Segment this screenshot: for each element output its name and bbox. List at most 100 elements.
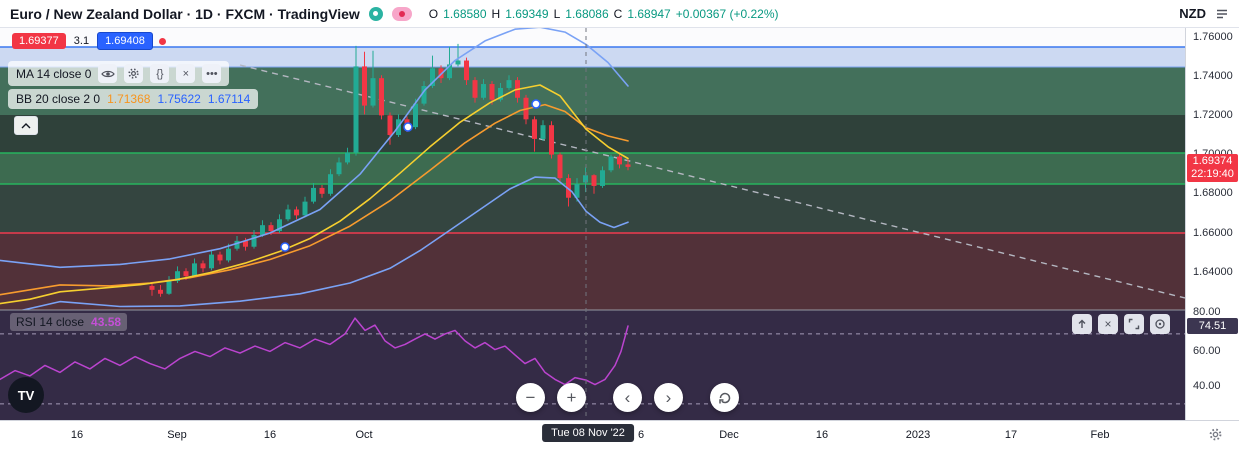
price-axis-label: 40.00 [1193,380,1221,392]
rsi-legend-value: 43.58 [91,315,122,329]
ma-legend-label[interactable]: MA 14 close 0 [16,66,92,81]
candle-body [251,234,257,247]
price-level-badge-blue: 1.69408 [97,32,153,50]
high-value: 1.69349 [505,6,549,21]
move-pane-up-icon[interactable] [1072,314,1092,334]
price-axis-label: 80.00 [1193,306,1221,318]
close-label: C [613,6,623,21]
bollinger-lower-line [19,176,629,310]
bb-indicator-legend[interactable]: BB 20 close 2 0 1.71368 1.75622 1.67114 [8,89,259,109]
status-dot-icon[interactable] [368,6,383,21]
bb-legend-label[interactable]: BB 20 close 2 0 [16,92,101,106]
drawing-anchor[interactable] [280,242,290,252]
candle-body [209,254,214,269]
neutral-zone-lower [0,184,1185,233]
candle-body [387,115,393,135]
chart-zoom-controls: − + ‹ › [516,383,739,412]
gear-icon[interactable] [124,64,144,83]
drawing-value-label: 3.1 [73,35,90,47]
candle-body [277,219,282,232]
maximize-pane-icon[interactable] [1124,314,1144,334]
background-zones [0,28,1185,420]
rsi-legend-label[interactable]: RSI 14 close [16,315,85,329]
zoom-in-button[interactable]: + [557,383,586,412]
candle-body [583,175,588,183]
source-code-icon[interactable]: {} [150,64,170,83]
collapse-legend-button[interactable] [14,116,38,135]
rsi-indicator-legend[interactable]: RSI 14 close 43.58 [10,313,128,331]
candle-body [243,240,248,247]
ma-indicator-legend[interactable]: MA 14 close 0 {} × ••• [8,61,230,86]
chart-canvas[interactable] [0,0,1185,420]
bb-lower-value: 1.67114 [207,92,251,106]
rsi-pane-layer [0,317,1185,405]
price-axis-label: 1.68000 [1193,187,1233,199]
candle-body [226,248,231,261]
close-value: 1.68947 [627,6,671,21]
change-value: +0.00367 (+0.22%) [675,6,779,21]
time-axis-label: Sep [167,429,187,441]
time-axis-label: 2023 [905,429,931,441]
reset-chart-button[interactable] [710,383,739,412]
candle-body [370,78,376,106]
rsi-pane-controls: × [1072,314,1170,334]
price-axis[interactable]: 1.760001.740001.720001.700001.680001.660… [1185,28,1239,420]
candle-body [175,271,180,282]
drawing-anchor[interactable] [531,99,541,109]
tradingview-logo[interactable]: TV [8,377,44,413]
candle-body [362,66,367,106]
eye-icon[interactable] [98,64,118,83]
candle-body [498,87,503,100]
price-axis-label: 1.72000 [1193,109,1233,121]
candle-body [455,60,461,65]
zoom-out-button[interactable]: − [516,383,545,412]
candle-body [200,263,206,269]
price-axis-label: 1.64000 [1193,266,1233,278]
time-axis-label: 6 [637,429,645,441]
chart-topbar: Euro / New Zealand Dollar · 1D · FXCM · … [0,0,1239,28]
candle-body [260,225,265,235]
candle-body [591,175,597,186]
record-status-icon[interactable] [391,6,412,21]
more-options-icon[interactable]: ••• [202,64,222,83]
low-value: 1.68086 [565,6,609,21]
price-axis-label: 60.00 [1193,345,1221,357]
candle-body [192,263,197,277]
candle-body [268,225,274,232]
candle-body [625,164,631,167]
candle-body [158,289,163,294]
symbol-title[interactable]: Euro / New Zealand Dollar · 1D · FXCM · … [10,5,360,22]
quote-currency-label[interactable]: NZD [1179,6,1206,21]
tradingview-logo-text: TV [17,387,35,403]
candle-body [183,271,189,277]
reset-scale-icon[interactable] [1150,314,1170,334]
low-label: L [553,6,561,21]
candle-body [345,152,350,163]
drawing-anchor[interactable] [403,122,413,132]
time-axis[interactable]: 16 Sep 16 Oct 6 Dec 16 2023 17 Feb Tue 08 Nov '22 [0,420,1239,450]
candle-body [617,156,622,165]
gear-icon[interactable] [1208,427,1223,447]
candle-body [481,84,486,98]
candle-body [294,209,299,216]
candle-body [353,66,359,153]
close-icon[interactable]: × [176,64,196,83]
descending-trendline[interactable] [239,64,1185,299]
candle-body [464,60,469,81]
support-zone-red [0,233,1185,310]
scroll-right-button[interactable]: › [654,383,683,412]
candle-body [311,187,316,202]
alert-marker-dot [158,37,166,45]
bb-basis-value: 1.71368 [107,92,151,106]
time-axis-label: Dec [719,429,739,441]
candle-body [336,162,342,175]
candle-body [379,78,384,116]
scroll-left-button[interactable]: ‹ [613,383,642,412]
news-list-icon[interactable] [1215,7,1229,21]
candle-body [149,285,155,290]
open-value: 1.68580 [443,6,487,21]
record-inner-dot [398,10,405,17]
close-pane-icon[interactable]: × [1098,314,1118,334]
bollinger-upper-line [0,28,629,269]
